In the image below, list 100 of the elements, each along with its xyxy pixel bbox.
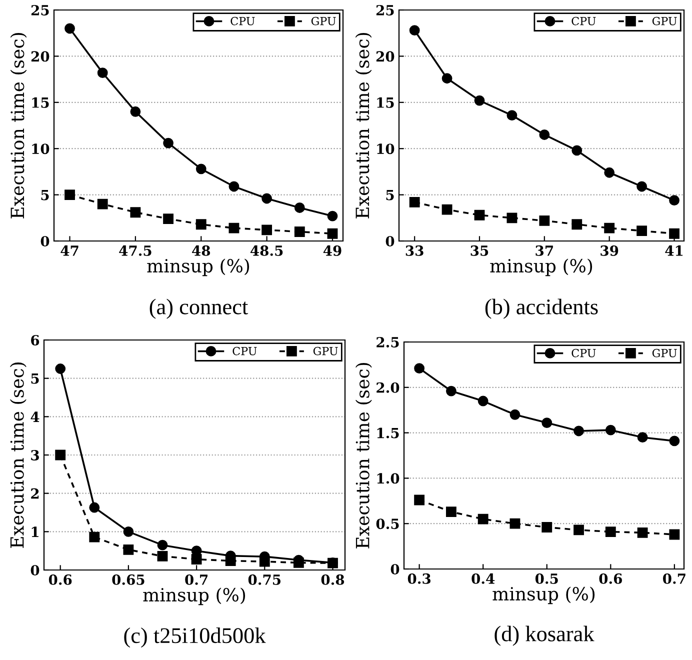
x-tick-label: 0.6 — [599, 573, 622, 584]
point — [196, 219, 206, 230]
y-tick-label: 10 — [377, 144, 394, 154]
x-axis-title: minsup (%) — [147, 258, 250, 276]
point — [604, 222, 615, 234]
y-axis-title: Execution time (sec) — [10, 33, 27, 218]
point — [414, 494, 425, 506]
y-tick-label: 5 — [41, 190, 49, 200]
point — [262, 224, 272, 236]
x-tick-label: 37 — [536, 245, 553, 256]
point — [446, 386, 456, 396]
point — [637, 432, 648, 443]
text: (c) t25i10d500k — [124, 628, 266, 648]
point — [157, 550, 168, 562]
point — [506, 212, 518, 224]
point — [542, 522, 552, 532]
x-tick-label: 0.7 — [185, 574, 208, 585]
point — [130, 106, 141, 117]
point — [574, 426, 584, 436]
y-tick-label: 0 — [390, 564, 400, 574]
x-axis-title: minsup (%) — [490, 258, 592, 276]
point — [225, 556, 236, 566]
point — [163, 138, 174, 148]
point — [442, 204, 452, 215]
x-tick-label: 0.4 — [472, 573, 495, 584]
x-tick-label: 41 — [665, 245, 683, 256]
y-tick-label: 0 — [40, 236, 50, 246]
point — [123, 526, 134, 537]
legend-label: CPU — [572, 348, 596, 358]
legend-label: GPU — [652, 16, 677, 26]
text: (a) connect — [150, 298, 248, 319]
y-tick-label: 3 — [31, 450, 39, 460]
point — [64, 190, 75, 200]
x-tick-label: 0.6 — [48, 574, 72, 585]
x-tick-label: 0.3 — [408, 573, 430, 584]
x-tick-label: 0.65 — [112, 574, 144, 585]
point — [123, 544, 134, 555]
x-tick-label: 47.5 — [119, 245, 152, 256]
point — [506, 110, 518, 121]
point — [55, 364, 66, 374]
point — [259, 556, 270, 567]
y-tick-label: 2 — [31, 488, 39, 499]
y-tick-label: 6 — [31, 334, 40, 346]
point — [574, 524, 584, 536]
point — [637, 527, 648, 538]
point — [163, 214, 174, 224]
legend-label: GPU — [652, 348, 677, 358]
legend-label: GPU — [313, 346, 338, 356]
y-tick-label: 20 — [376, 51, 394, 62]
legend-label: GPU — [311, 16, 336, 26]
point — [64, 23, 75, 34]
x-tick-label: 0.7 — [663, 573, 686, 584]
y-tick-label: 2.5 — [376, 336, 399, 348]
y-tick-label: 1 — [32, 526, 38, 537]
x-tick-label: 0.8 — [321, 574, 344, 585]
point — [669, 228, 680, 239]
y-tick-label: 5 — [386, 190, 394, 200]
y-tick-label: 1.5 — [377, 428, 399, 438]
point — [228, 222, 240, 234]
y-tick-label: 25 — [376, 4, 394, 16]
point — [89, 532, 100, 542]
point — [539, 215, 550, 226]
y-tick-label: 15 — [377, 97, 394, 108]
x-tick-label: 35 — [470, 245, 488, 256]
point — [409, 25, 420, 36]
point — [196, 164, 206, 174]
legend-label: CPU — [232, 346, 257, 356]
y-axis-title: Execution time (sec) — [355, 33, 372, 218]
y-tick-label: 2.0 — [376, 382, 400, 393]
y-tick-label: 0 — [386, 236, 394, 246]
x-tick-label: 48 — [192, 245, 210, 256]
point — [97, 68, 108, 78]
y-tick-label: 10 — [32, 144, 50, 154]
x-tick-label: 0.5 — [535, 573, 558, 584]
point — [191, 554, 202, 564]
point — [510, 409, 520, 420]
point — [478, 514, 488, 524]
point — [510, 518, 520, 529]
text: (d) kosarak — [494, 626, 594, 646]
point — [446, 506, 456, 518]
y-tick-label: 0.5 — [376, 518, 399, 530]
point — [89, 502, 100, 513]
point — [572, 145, 582, 156]
x-axis-title: minsup (%) — [492, 586, 595, 604]
x-tick-label: 47 — [60, 245, 78, 256]
point — [228, 181, 240, 192]
legend-label: CPU — [230, 16, 255, 26]
point — [409, 196, 420, 208]
text: (b) accidents — [485, 298, 598, 319]
point — [669, 529, 680, 540]
x-tick-label: 33 — [406, 245, 424, 256]
point — [605, 424, 616, 436]
point — [414, 363, 425, 374]
point — [636, 181, 648, 192]
y-tick-label: 20 — [31, 51, 50, 62]
point — [55, 450, 66, 460]
y-tick-label: 25 — [31, 4, 49, 16]
y-axis-title: Execution time (sec) — [10, 362, 26, 548]
point — [605, 526, 616, 537]
legend-label: CPU — [572, 16, 596, 26]
